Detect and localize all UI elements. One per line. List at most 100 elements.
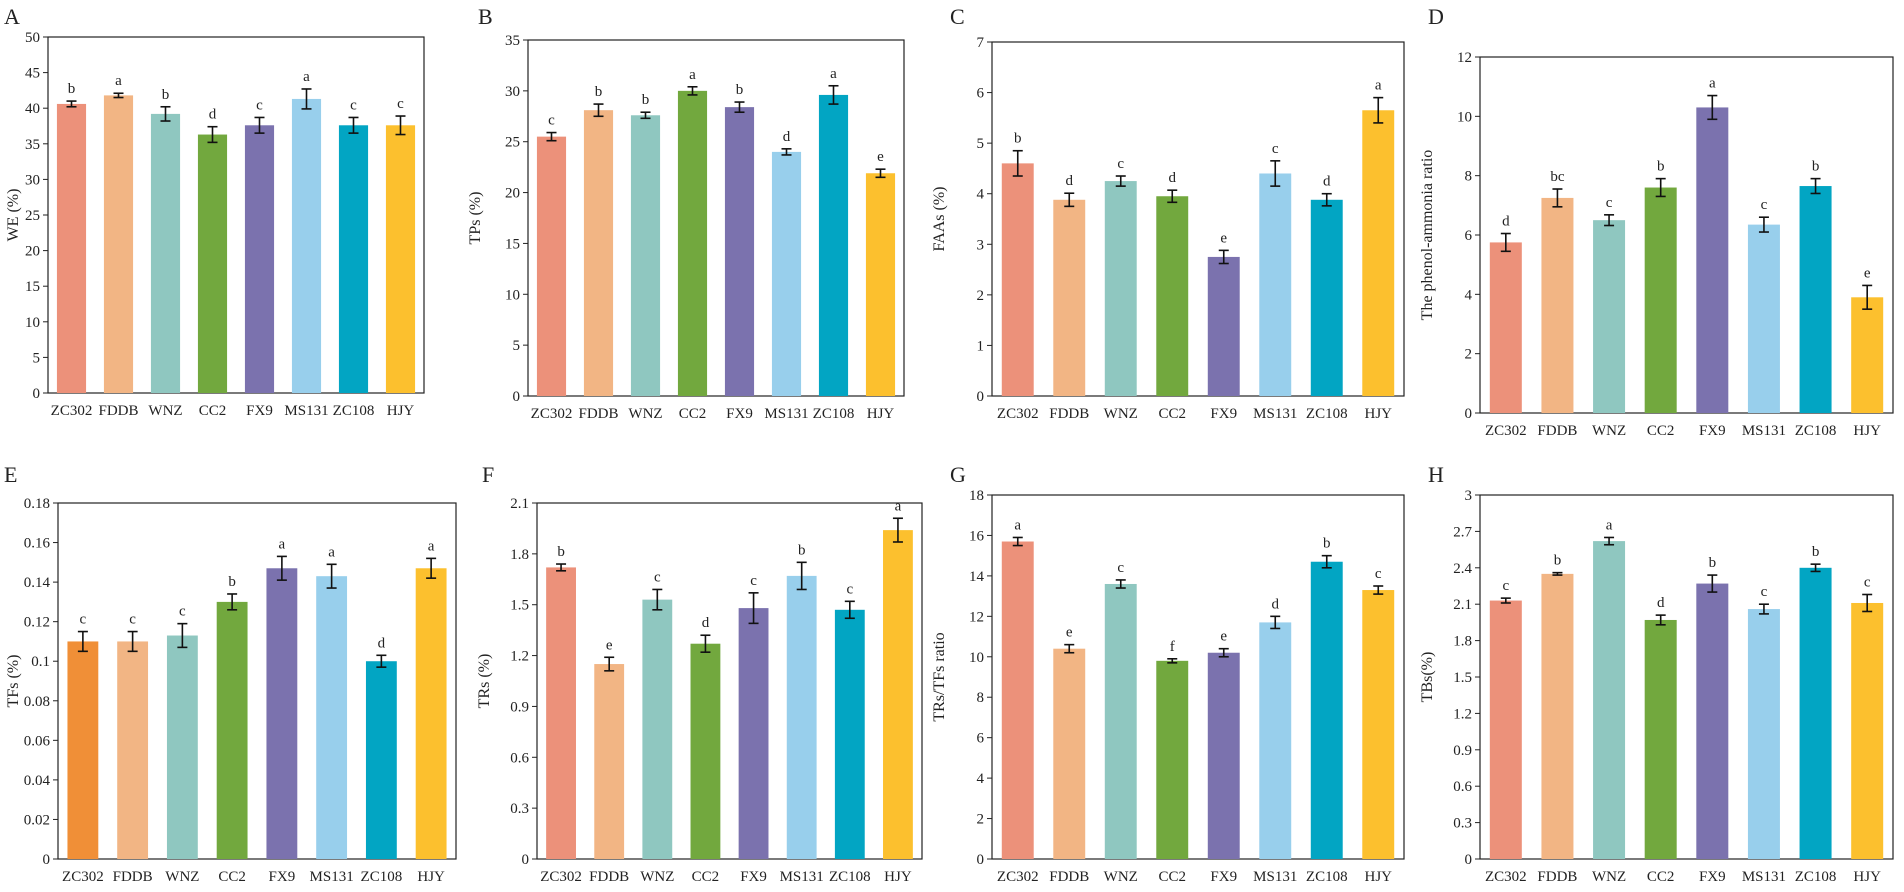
y-tick-label: 25 [25,208,40,224]
x-tick-label: ZC302 [540,869,582,885]
panel-h: H 0 0.3 0.6 0.9 1.2 1.5 1.8 2.1 2.4 2.7 3 TBs(%) c ZC3… [1419,462,1894,885]
bar-fx9 [724,107,755,396]
bar-ms131 [1747,224,1780,413]
x-tick-label: ZC108 [813,406,855,422]
plot-frame [991,494,1405,860]
x-tick-label: FX9 [740,869,767,885]
x-tick-label: FDDB [1537,423,1577,439]
y-tick-label: 12 [1457,50,1472,66]
y-tick-label: 1 [977,338,985,354]
y-tick-label: 2 [977,288,985,304]
bar-zc302 [1001,541,1034,859]
significance-letter: c [1117,560,1124,576]
x-tick-label: FDDB [589,869,629,885]
bar-hjy [1362,110,1395,397]
x-tick-label: MS131 [1742,869,1786,885]
y-tick-label: 1.8 [510,547,529,563]
bar-zc108 [818,94,849,396]
bar-zc302 [1001,163,1034,396]
bar-cc2 [1156,196,1189,396]
bar-fddb [117,641,149,859]
bar-zc302 [67,641,99,859]
significance-letter: b [595,84,603,100]
x-tick-label: FDDB [1049,406,1089,422]
bar-zc302 [1489,600,1522,859]
bar-hjy [1362,590,1395,859]
bar-hjy [415,568,447,859]
panel-label: D [1428,4,1444,29]
y-tick-label: 0 [43,852,51,868]
bar-fddb [583,110,614,396]
panel-label: G [950,462,966,487]
y-tick-label: 0.3 [1453,816,1472,832]
significance-letter: b [1554,553,1562,569]
plot-frame [527,39,905,397]
x-tick-label: FX9 [269,869,296,885]
bar-ms131 [316,576,348,859]
bar-zc302 [56,103,87,393]
y-tick-label: 45 [25,66,40,82]
bar-cc2 [216,601,248,859]
bar-hjy [385,125,416,394]
x-tick-label: FX9 [726,406,753,422]
y-axis-label: TFs (%) [5,655,22,708]
y-axis-label: The phenol-ammonia ratio [1419,150,1436,321]
x-tick-label: CC2 [1158,406,1186,422]
significance-letter: a [689,67,696,83]
x-tick-label: WNZ [1592,869,1626,885]
bar-fddb [594,664,625,859]
bar-zc302 [546,567,576,859]
significance-letter: a [328,544,335,560]
y-tick-label: 3 [977,237,985,253]
x-tick-label: ZC108 [1306,406,1348,422]
y-tick-label: 0 [1465,852,1473,868]
y-tick-label: 10 [505,287,520,303]
x-tick-label: HJY [387,403,415,419]
bar-fx9 [1207,652,1240,859]
bar-wnz [1593,541,1626,859]
bar-zc108 [834,609,865,859]
significance-letter: b [1812,159,1820,175]
x-tick-label: HJY [867,406,895,422]
x-tick-label: FDDB [1049,869,1089,885]
significance-letter: b [557,544,565,560]
y-tick-label: 0.6 [1453,779,1472,795]
bar-wnz [166,635,198,859]
panel-e: E 0 0.02 0.04 0.06 0.08 0.1 0.12 0.14 0.16 0.18 TFs… [4,462,457,885]
y-tick-label: 0 [33,386,41,402]
significance-letter: b [68,81,76,97]
y-tick-label: 10 [25,315,40,331]
significance-letter: d [1323,174,1331,190]
x-tick-label: FX9 [1699,423,1726,439]
x-tick-label: WNZ [165,869,199,885]
x-tick-label: ZC108 [1306,869,1348,885]
x-tick-label: CC2 [1647,423,1675,439]
x-tick-label: MS131 [284,403,328,419]
y-tick-label: 1.2 [510,649,529,665]
y-tick-label: 4 [1465,287,1473,303]
y-axis-label: TBs(%) [1419,652,1436,703]
y-tick-label: 0.06 [24,733,51,749]
y-tick-label: 40 [25,101,40,117]
panel-c: C 0 1 2 3 4 5 6 7 FAAs (%) b ZC302 d FDDB c WNZ d CC2 e FX9… [931,4,1405,422]
x-tick-label: HJY [884,869,912,885]
y-tick-label: 2.7 [1453,524,1472,540]
significance-letter: d [1502,214,1510,230]
significance-letter: a [1709,76,1716,92]
x-tick-label: ZC302 [1485,423,1527,439]
significance-letter: c [750,573,757,589]
y-tick-label: 15 [505,236,520,252]
x-tick-label: ZC302 [1485,869,1527,885]
y-tick-label: 2.1 [1453,597,1472,613]
x-tick-label: FDDB [1537,869,1577,885]
y-tick-label: 0.3 [510,801,529,817]
significance-letter: a [1606,517,1613,533]
x-tick-label: ZC302 [531,406,573,422]
plot-frame [991,41,1405,397]
significance-letter: c [1375,566,1382,582]
y-tick-label: 4 [977,771,985,787]
significance-letter: b [1657,159,1665,175]
y-tick-label: 3 [1465,488,1473,504]
significance-letter: b [1014,131,1022,147]
